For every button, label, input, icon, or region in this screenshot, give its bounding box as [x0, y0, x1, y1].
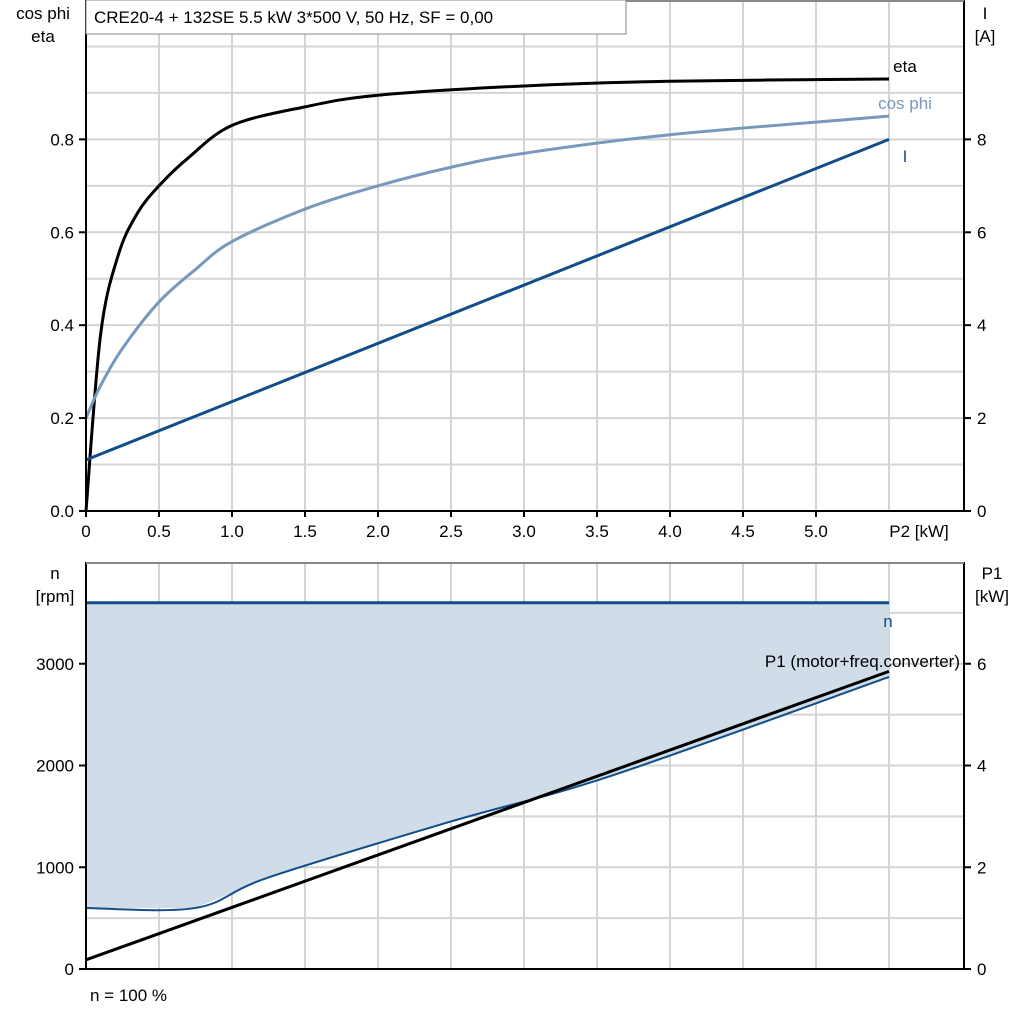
series-label-n: n — [883, 612, 892, 631]
y-tick-label-left: 3000 — [36, 655, 74, 674]
top-xlabel: P2 [kW] — [889, 522, 949, 541]
bottom-left-ylabel-2: [rpm] — [36, 587, 75, 606]
series-label-eta: eta — [893, 57, 917, 76]
x-tick-label: 1.0 — [220, 522, 244, 541]
top-right-ylabel-1: I — [983, 4, 988, 23]
series-label-p1: P1 (motor+freq.converter) — [765, 652, 960, 671]
chart-title: CRE20-4 + 132SE 5.5 kW 3*500 V, 50 Hz, S… — [94, 8, 493, 27]
y-tick-label-right: 0 — [977, 960, 986, 979]
title-box — [85, 0, 627, 35]
series-line-cos-phi — [84, 114, 890, 419]
y-tick-label-right: 8 — [977, 130, 986, 149]
y-tick-label-right: 2 — [977, 409, 986, 428]
y-tick-label-right: 4 — [977, 757, 986, 776]
series-line-i — [85, 137, 890, 462]
series-line-p1-motor-freq-converter- — [85, 669, 890, 962]
y-tick-label-left: 0.2 — [50, 409, 74, 428]
y-tick-label-right: 6 — [977, 655, 986, 674]
x-tick-label: 0 — [81, 522, 90, 541]
series-line-eta — [84, 77, 890, 512]
x-tick-label: 3.0 — [512, 522, 536, 541]
series-line-n-min — [85, 676, 890, 912]
bottom-left-ylabel-1: n — [50, 564, 59, 583]
y-tick-label-right: 2 — [977, 858, 986, 877]
series-label-current: I — [903, 147, 908, 166]
bottom-right-ylabel-2: [kW] — [975, 587, 1009, 606]
y-tick-label-left: 1000 — [36, 858, 74, 877]
y-tick-label-left: 0 — [65, 960, 74, 979]
x-tick-label: 2.0 — [366, 522, 390, 541]
x-tick-label: 0.5 — [147, 522, 171, 541]
y-tick-label-right: 4 — [977, 316, 986, 335]
bottom-right-ylabel-1: P1 — [982, 564, 1003, 583]
top-left-ylabel-1: cos phi — [16, 4, 70, 23]
series-label-cosphi: cos phi — [878, 94, 932, 113]
operating-range-fill — [86, 602, 889, 908]
x-tick-label: 4.5 — [731, 522, 755, 541]
x-tick-label: 3.5 — [585, 522, 609, 541]
y-tick-label-left: 0.6 — [50, 223, 74, 242]
x-tick-label: 4.0 — [658, 522, 682, 541]
y-tick-label-left: 0.8 — [50, 130, 74, 149]
x-tick-label: 1.5 — [293, 522, 317, 541]
top-right-ylabel-2: [A] — [975, 27, 996, 46]
top-left-ylabel-2: eta — [31, 27, 55, 46]
y-tick-label-left: 0.0 — [50, 502, 74, 521]
y-tick-label-right: 0 — [977, 502, 986, 521]
x-tick-label: 5.0 — [804, 522, 828, 541]
y-tick-label-right: 6 — [977, 223, 986, 242]
y-tick-label-left: 2000 — [36, 757, 74, 776]
x-tick-label: 2.5 — [439, 522, 463, 541]
bottom-xlabel: n = 100 % — [90, 986, 167, 1005]
y-tick-label-left: 0.4 — [50, 316, 74, 335]
